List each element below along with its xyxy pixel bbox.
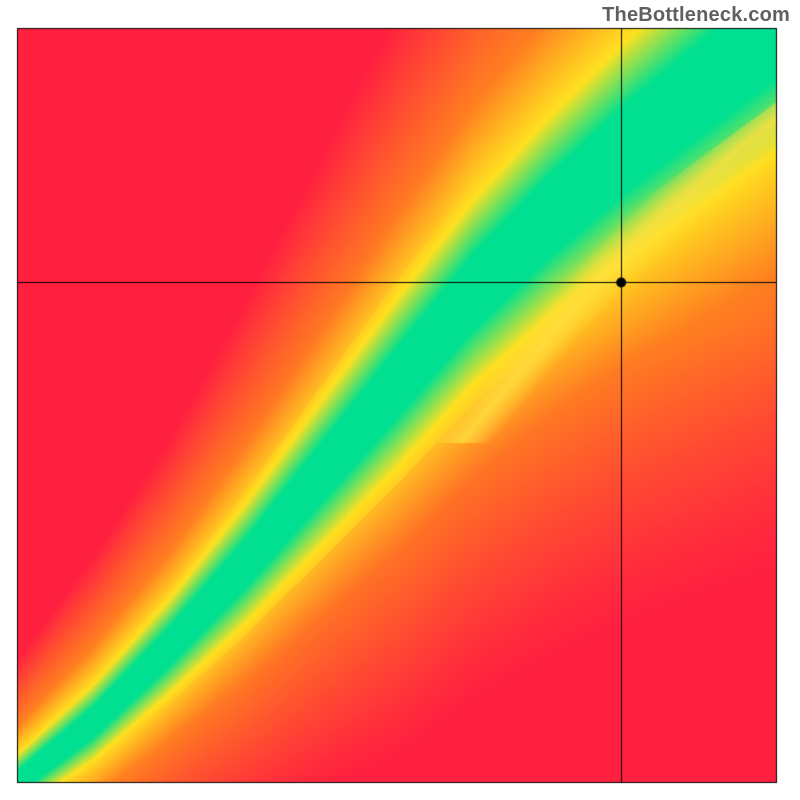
chart-container: TheBottleneck.com xyxy=(0,0,800,800)
watermark-text: TheBottleneck.com xyxy=(602,4,790,27)
optimal-zone-heatmap xyxy=(0,0,800,800)
